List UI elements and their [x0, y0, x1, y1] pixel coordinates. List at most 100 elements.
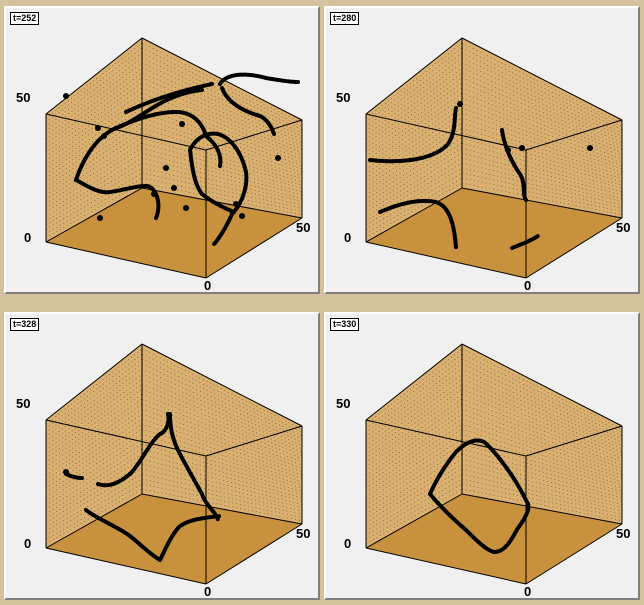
grid-line: [365, 152, 463, 213]
cube-edge: [365, 187, 463, 243]
grid-line: [45, 52, 143, 128]
grid-line: [461, 107, 623, 167]
cube-edge: [205, 523, 303, 585]
grid-line: [461, 122, 623, 176]
grid-line: [141, 62, 303, 137]
vortex-filament: [428, 492, 531, 555]
grid-line: [45, 182, 143, 238]
grid-line: [461, 408, 623, 469]
grid-line: [365, 42, 463, 119]
z-axis-max-label: 50: [336, 396, 350, 411]
grid-line: [461, 97, 623, 160]
origin-label: 0: [24, 230, 31, 245]
vortex-filament: [378, 199, 458, 250]
grid-line: [365, 358, 463, 434]
grid-line: [461, 172, 623, 209]
cube-edge: [205, 217, 303, 279]
x-axis-zero-label: 0: [524, 584, 531, 598]
grid-line: [365, 142, 463, 204]
vortex-filament: [158, 514, 222, 562]
grid-line: [45, 107, 143, 174]
cube-edge: [461, 493, 623, 525]
right-back-wall: [462, 38, 622, 218]
grid-line: [45, 478, 143, 536]
grid-line: [461, 363, 623, 440]
z-axis-max-label: 50: [16, 396, 30, 411]
grid-line: [365, 448, 463, 510]
left-back-wall: [46, 344, 142, 548]
vortex-filament: [168, 412, 220, 522]
time-label: t=330: [330, 318, 360, 331]
vortex-filament: [188, 131, 249, 246]
cube-edge: [45, 343, 143, 421]
grid-line: [141, 473, 303, 512]
vortex-filament: [368, 106, 458, 164]
cube-plot: 50 0 0 50: [336, 37, 630, 292]
grid-line: [141, 368, 303, 443]
cube-edge: [45, 187, 143, 243]
time-label: t=328: [10, 318, 40, 331]
cube-edge: [461, 37, 623, 121]
vortex-filament: [114, 88, 204, 130]
grid-line: [141, 107, 303, 167]
left-back-wall: [366, 344, 462, 548]
grid-line: [45, 142, 143, 204]
cube-edge: [45, 37, 143, 115]
cube-edge: [525, 119, 623, 151]
grid-line: [365, 112, 463, 179]
cube-edge: [45, 547, 207, 585]
grid-line: [45, 358, 143, 434]
grid-line: [461, 368, 623, 443]
cube-edge: [141, 187, 303, 219]
grid-line: [365, 458, 463, 519]
filament-blob: [163, 165, 169, 171]
cube-edge: [365, 241, 527, 279]
vortex-filament: [124, 82, 214, 114]
grid-line: [365, 177, 463, 234]
grid-line: [461, 47, 623, 127]
vortex-filaments: [63, 72, 300, 246]
filament-blob: [183, 205, 189, 211]
right-back-wall: [142, 344, 302, 524]
grid-line: [365, 363, 463, 438]
left-back-wall: [366, 38, 462, 242]
grid-line: [365, 62, 463, 136]
cube-floor: [46, 494, 302, 584]
cube-edge: [141, 343, 303, 427]
cube-edge: [45, 113, 207, 151]
grid-line: [365, 488, 463, 544]
filament-blob: [505, 147, 511, 153]
vortex-filament: [188, 148, 236, 214]
grid-line: [141, 393, 303, 459]
grid-line: [45, 137, 143, 200]
grid-line: [461, 473, 623, 512]
cube-edge: [205, 425, 303, 457]
grid-line: [365, 57, 463, 132]
grid-line: [461, 52, 623, 131]
grid-line: [461, 102, 623, 163]
grid-line: [141, 112, 303, 170]
grid-line: [45, 418, 143, 485]
grid-line: [461, 358, 623, 437]
grid-line: [365, 368, 463, 442]
cube-edge: [365, 343, 463, 421]
grid-line: [141, 358, 303, 437]
grid-line: [365, 413, 463, 480]
grid-line: [461, 177, 623, 212]
cube-edge: [525, 217, 623, 279]
cube-edge: [365, 419, 527, 457]
cube-edge: [525, 523, 623, 585]
cube-edge: [365, 547, 527, 585]
grid-line: [141, 398, 303, 463]
filament-blob: [101, 133, 107, 139]
y-axis-max-label: 50: [616, 220, 630, 235]
grid-line: [45, 423, 143, 489]
grid-line: [365, 52, 463, 128]
grid-line: [461, 398, 623, 463]
origin-label: 0: [344, 536, 351, 551]
grid-line: [461, 393, 623, 459]
grid-line: [45, 443, 143, 506]
cube-plot: 50 0 0 50: [16, 343, 310, 598]
cube-edge: [45, 493, 143, 549]
grid-line: [461, 92, 623, 157]
